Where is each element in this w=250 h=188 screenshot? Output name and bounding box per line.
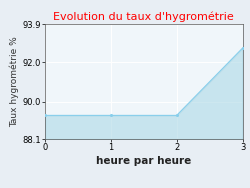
Title: Evolution du taux d'hygrométrie: Evolution du taux d'hygrométrie xyxy=(54,12,234,22)
Y-axis label: Taux hygrométrie %: Taux hygrométrie % xyxy=(10,36,20,127)
X-axis label: heure par heure: heure par heure xyxy=(96,156,192,166)
